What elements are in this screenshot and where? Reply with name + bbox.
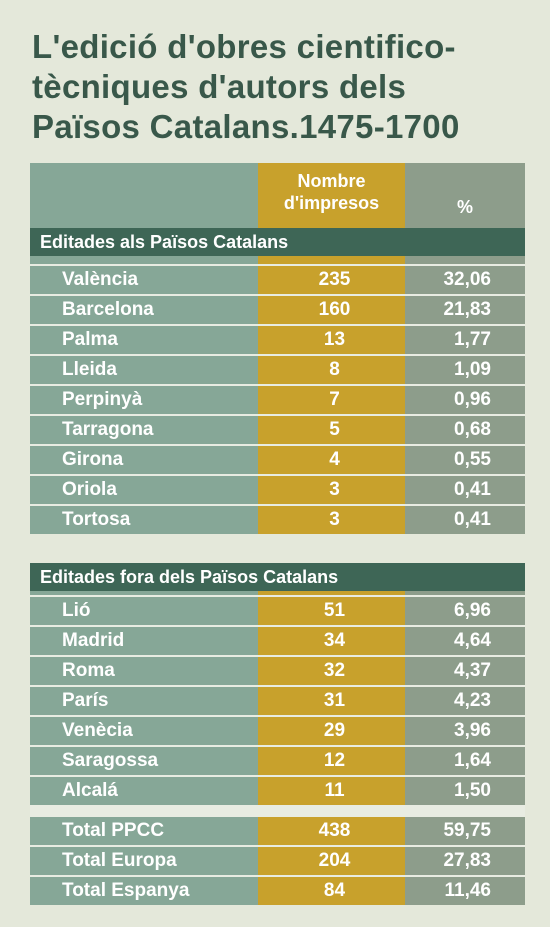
- row-separator: [30, 845, 525, 847]
- percent-cell: 1,09: [454, 359, 491, 380]
- row-label: Saragossa: [62, 750, 159, 771]
- row-label: Oriola: [62, 479, 117, 500]
- row-label: Girona: [62, 449, 124, 470]
- row-label: Total Europa: [62, 850, 177, 871]
- percent-cell: 4,23: [454, 690, 491, 711]
- row-label: Lleida: [62, 359, 117, 380]
- count-cell: 3: [329, 479, 340, 500]
- percent-cell: 0,96: [454, 389, 491, 410]
- count-cell: 51: [323, 600, 346, 621]
- row-separator: [30, 815, 525, 817]
- row-label: Perpinyà: [62, 389, 143, 410]
- percent-cell: 0,55: [454, 449, 491, 470]
- percent-cell: 0,41: [454, 479, 491, 500]
- count-cell: 31: [323, 690, 346, 711]
- row-separator: [30, 805, 525, 815]
- row-label: Madrid: [62, 630, 125, 651]
- percent-cell: 6,96: [454, 600, 491, 621]
- row-separator: [30, 414, 525, 416]
- count-cell: 34: [323, 630, 346, 651]
- section-header: [30, 228, 525, 256]
- row-separator: [30, 324, 525, 326]
- row-separator: [30, 474, 525, 476]
- row-separator: [30, 875, 525, 877]
- section-title: Editades als Països Catalans: [40, 232, 289, 252]
- section-header: [30, 563, 525, 591]
- count-header: Nombre: [297, 171, 366, 191]
- percent-cell: 59,75: [443, 820, 491, 841]
- row-separator: [30, 354, 525, 356]
- count-cell: 160: [318, 299, 351, 320]
- count-cell: 5: [329, 419, 340, 440]
- row-label: Total Espanya: [62, 880, 190, 901]
- count-cell: 13: [323, 329, 346, 350]
- row-label: València: [62, 269, 139, 290]
- percent-cell: 1,77: [454, 329, 491, 350]
- title-line: tècniques d'autors dels: [32, 68, 407, 105]
- row-separator: [30, 685, 525, 687]
- percent-cell: 0,41: [454, 509, 491, 530]
- percent-header: %: [456, 197, 473, 217]
- percent-cell: 0,68: [454, 419, 491, 440]
- percent-cell: 3,96: [454, 720, 491, 741]
- percent-cell: 1,50: [454, 780, 491, 801]
- count-cell: 84: [323, 880, 346, 901]
- row-label: Alcalá: [62, 780, 118, 801]
- row-label: Palma: [62, 329, 118, 350]
- count-cell: 7: [329, 389, 340, 410]
- row-label: París: [62, 690, 109, 711]
- row-label: Tarragona: [62, 419, 154, 440]
- row-label: Tortosa: [62, 509, 131, 530]
- percent-cell: 4,37: [454, 660, 491, 681]
- percent-cell: 11,46: [444, 880, 492, 901]
- row-separator: [30, 444, 525, 446]
- count-cell: 438: [318, 820, 351, 841]
- percent-cell: 21,83: [443, 299, 491, 320]
- row-label: Lió: [62, 600, 91, 621]
- row-separator: [30, 595, 525, 597]
- percent-cell: 32,06: [443, 269, 491, 290]
- row-separator: [30, 625, 525, 627]
- title-line: L'edició d'obres cientifico-: [32, 28, 456, 65]
- row-separator: [30, 745, 525, 747]
- row-label: Total PPCC: [62, 820, 165, 841]
- row-separator: [30, 264, 525, 266]
- count-cell: 11: [324, 780, 345, 801]
- row-separator: [30, 384, 525, 386]
- count-cell: 8: [329, 359, 340, 380]
- row-separator: [30, 775, 525, 777]
- count-cell: 29: [323, 720, 346, 741]
- count-cell: 4: [329, 449, 340, 470]
- row-separator: [30, 655, 525, 657]
- section-title: Editades fora dels Països Catalans: [40, 567, 339, 587]
- count-cell: 32: [323, 660, 346, 681]
- count-header: d'impresos: [283, 193, 380, 213]
- row-separator: [30, 715, 525, 717]
- section-gap: [30, 534, 525, 563]
- row-label: Venècia: [62, 720, 133, 741]
- row-separator: [30, 294, 525, 296]
- count-cell: 235: [318, 269, 351, 290]
- percent-cell: 27,83: [443, 850, 491, 871]
- row-label: Barcelona: [62, 299, 154, 320]
- row-label: Roma: [62, 660, 115, 681]
- count-cell: 3: [329, 509, 340, 530]
- row-separator: [30, 504, 525, 506]
- percent-cell: 1,64: [454, 750, 491, 771]
- title-line: Països Catalans.1475-1700: [32, 108, 460, 145]
- percent-cell: 4,64: [454, 630, 491, 651]
- count-cell: 12: [323, 750, 346, 771]
- count-cell: 204: [318, 850, 351, 871]
